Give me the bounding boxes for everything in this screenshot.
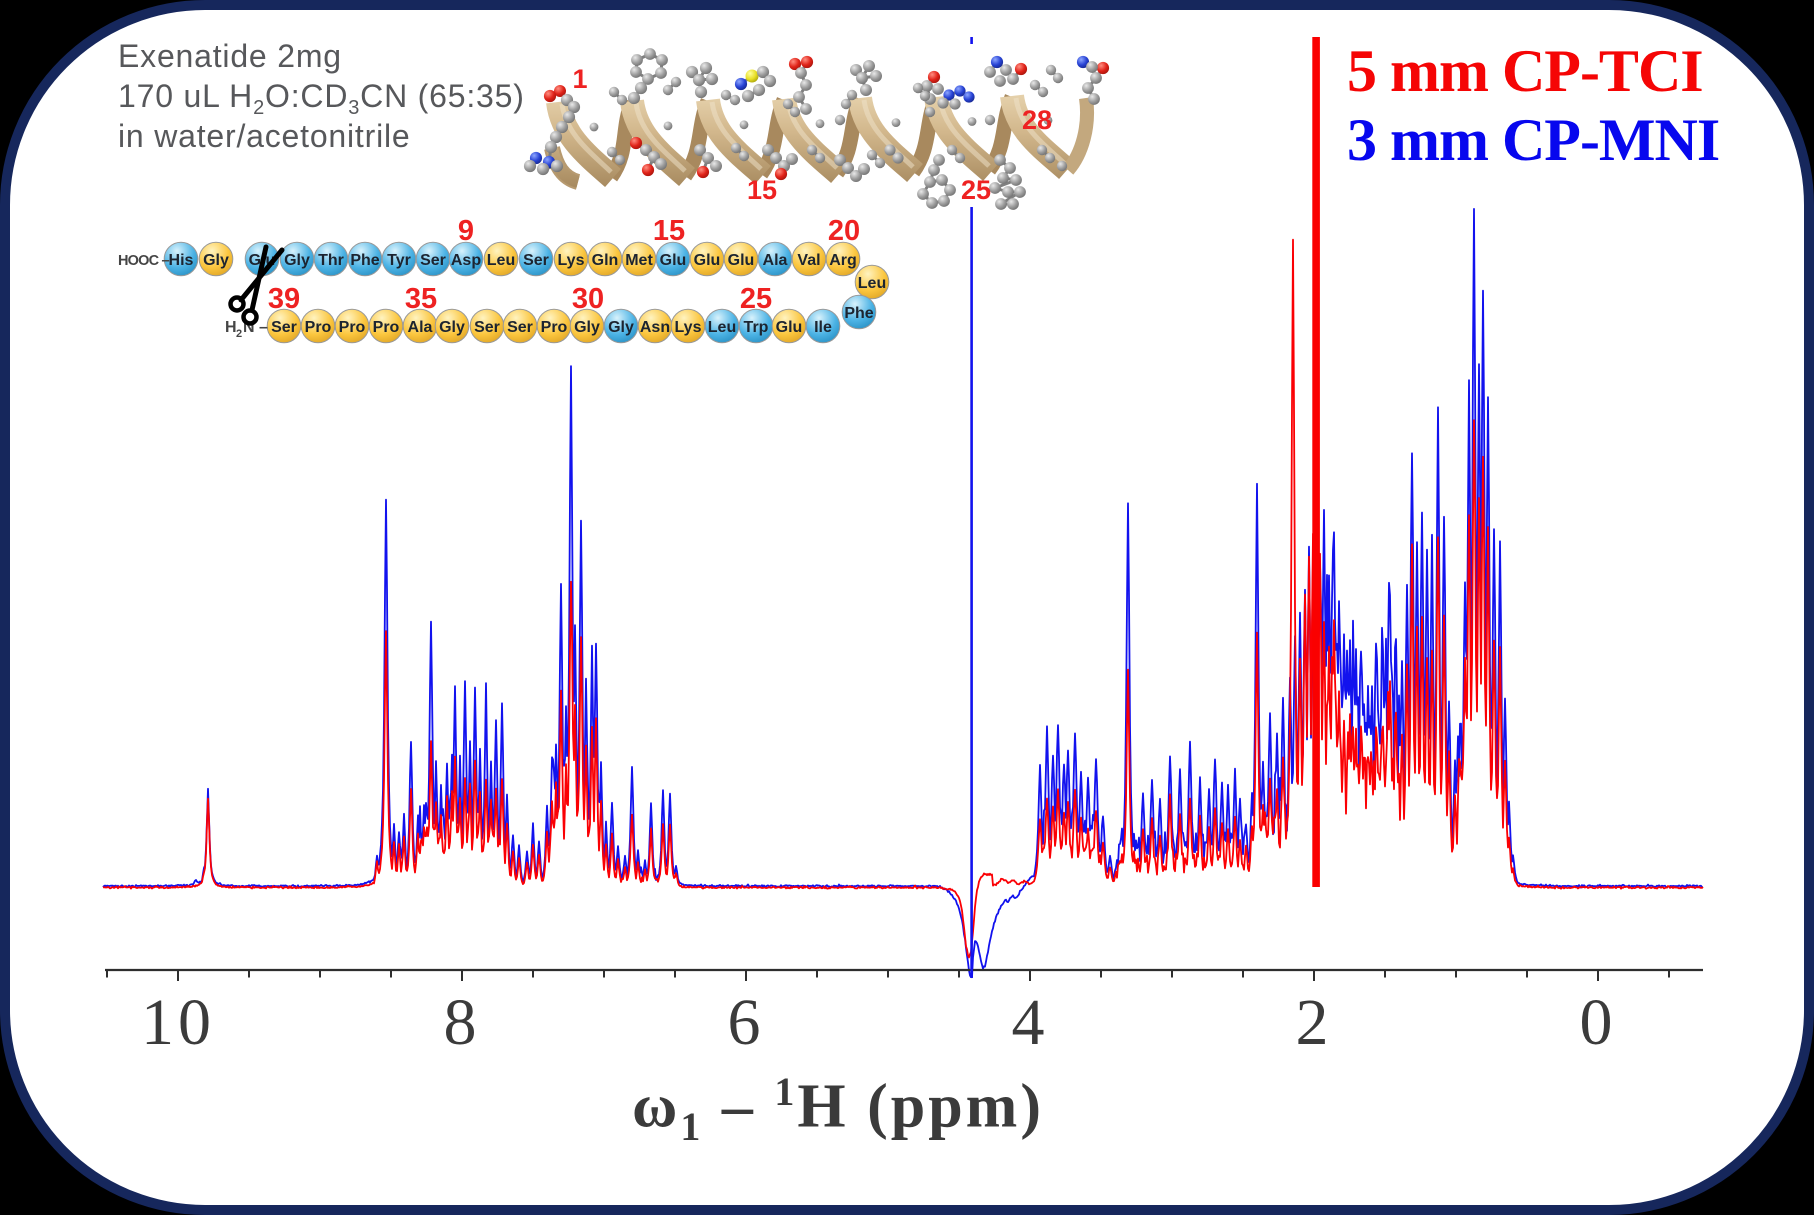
svg-text:Gln: Gln [592,252,619,269]
svg-text:Pro: Pro [541,319,568,336]
svg-text:Gly: Gly [574,319,600,336]
svg-text:0: 0 [1580,986,1617,1059]
svg-text:Phe: Phe [844,305,873,322]
svg-text:Asp: Asp [451,252,481,269]
svg-text:Leu: Leu [708,319,736,336]
svg-text:Glu: Glu [776,319,803,336]
svg-text:Gly: Gly [203,252,229,269]
svg-text:Gly: Gly [608,319,634,336]
svg-text:Ala: Ala [408,319,433,336]
svg-text:Ser: Ser [523,252,549,269]
svg-text:Gly: Gly [439,319,465,336]
svg-text:30: 30 [572,283,604,315]
svg-text:Lys: Lys [675,319,702,336]
svg-text:35: 35 [405,283,437,315]
svg-text:His: His [169,252,194,269]
svg-text:25: 25 [740,283,772,315]
svg-text:8: 8 [444,986,481,1059]
svg-text:28: 28 [1022,105,1052,135]
svg-text:1: 1 [572,64,587,94]
svg-text:Leu: Leu [858,275,886,292]
svg-text:15: 15 [747,175,777,205]
svg-text:Ile: Ile [814,319,832,336]
svg-text:10: 10 [141,986,215,1059]
svg-text:Pro: Pro [373,319,400,336]
svg-text:39: 39 [268,283,300,315]
svg-text:Thr: Thr [318,252,344,269]
svg-text:Met: Met [625,252,653,269]
svg-text:15: 15 [653,215,685,247]
svg-text:Pro: Pro [305,319,332,336]
svg-text:H: H [225,319,237,336]
svg-text:Glu: Glu [694,252,721,269]
svg-text:Asn: Asn [640,319,670,336]
svg-text:20: 20 [828,215,860,247]
svg-text:Val: Val [797,252,820,269]
svg-text:Ser: Ser [420,252,446,269]
svg-text:Ser: Ser [474,319,500,336]
svg-text:Ala: Ala [763,252,788,269]
svg-text:Leu: Leu [487,252,515,269]
svg-text:Trp: Trp [744,319,769,336]
svg-text:2: 2 [236,328,242,340]
svg-text:Lys: Lys [558,252,585,269]
svg-text:9: 9 [458,215,474,247]
svg-text:25: 25 [961,175,991,205]
svg-text:2: 2 [1296,986,1333,1059]
svg-text:HOOC –: HOOC – [118,253,170,269]
svg-text:Glu: Glu [728,252,755,269]
svg-text:Arg: Arg [829,252,857,269]
svg-text:Tyr: Tyr [387,252,411,269]
svg-text:4: 4 [1012,986,1049,1059]
svg-text:6: 6 [728,986,765,1059]
svg-text:Phe: Phe [350,252,379,269]
svg-text:Ser: Ser [271,319,297,336]
svg-text:Pro: Pro [339,319,366,336]
svg-text:Glu: Glu [660,252,687,269]
svg-text:Gly: Gly [284,252,310,269]
svg-text:Ser: Ser [507,319,533,336]
